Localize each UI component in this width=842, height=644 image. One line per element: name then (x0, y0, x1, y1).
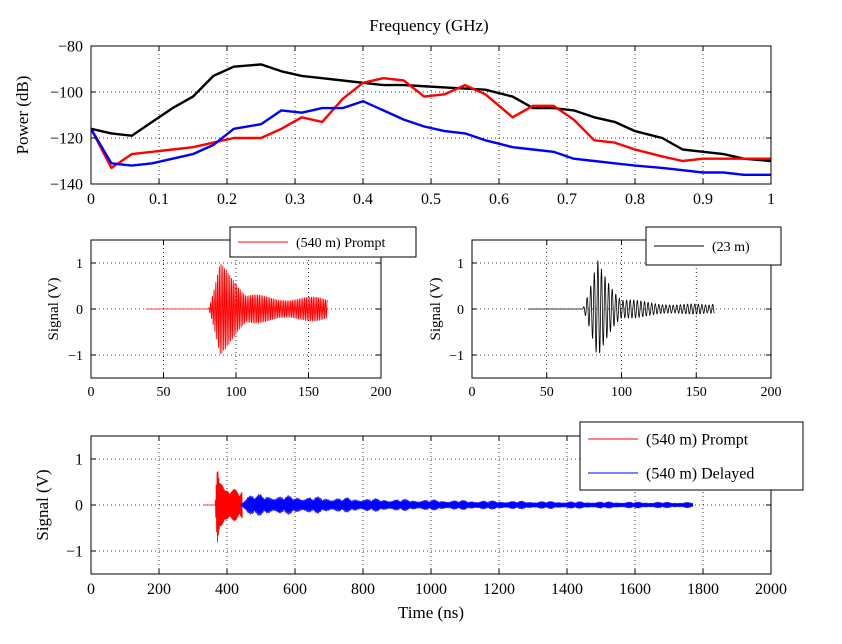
bottom-y-tick-label: 0 (75, 498, 83, 515)
bottom-x-axis-label: Time (ns) (398, 603, 464, 622)
bottom-x-tick-label: 400 (215, 581, 239, 598)
mid-right-series-line-0 (528, 260, 715, 354)
mid-right-y-axis-label: Signal (V) (428, 278, 444, 341)
top-y-axis-label: Power (dB) (13, 76, 32, 155)
mid-left-y-axis-label: Signal (V) (46, 278, 62, 341)
top-panel: 0 0.1 0.2 0.3 0.4 0.5 0.6 0.7 0.8 0.9 1 −140 −120 −10… (50, 39, 775, 208)
mid-right-legend: (23 m) (645, 226, 782, 266)
mid-left-panel: 0 50 100 150 200 −1 0 1 (540 m) Prompt (68, 226, 417, 400)
top-y-tick-label: −120 (50, 131, 83, 148)
bottom-series-line-0 (202, 471, 243, 543)
mid-right-x-tick-label: 200 (761, 385, 782, 400)
bottom-x-tick-label: 0 (87, 581, 95, 598)
mid-left-y-tick-label: −1 (68, 349, 83, 364)
mid-left-x-tick-label: 0 (88, 385, 95, 400)
bottom-x-tick-label: 1000 (415, 581, 447, 598)
bottom-y-axis-label: Signal (V) (33, 469, 52, 540)
bottom-y-tick-label: 1 (75, 452, 83, 469)
top-series-line-0 (91, 63, 771, 163)
mid-left-legend: (540 m) Prompt (229, 226, 417, 258)
top-x-tick-label: 0.1 (149, 191, 169, 208)
bottom-series-line-1 (240, 494, 694, 516)
mid-right-x-tick-label: 100 (611, 385, 632, 400)
top-series-line-1 (91, 77, 771, 170)
bottom-panel: 0 200 400 600 800 1000 1200 1400 1600 1800 2000 −1 0… (66, 421, 804, 598)
mid-right-y-tick-label: 1 (457, 257, 464, 272)
mid-left-x-tick-label: 200 (371, 385, 392, 400)
top-x-tick-label: 0.3 (285, 191, 305, 208)
top-y-tick-label: −100 (50, 85, 83, 102)
mid-right-panel: 0 50 100 150 200 −1 0 1 (23 m) (449, 226, 782, 400)
top-x-tick-label: 0.6 (489, 191, 509, 208)
mid-left-x-tick-label: 150 (298, 385, 319, 400)
bottom-legend-label: (540 m) Delayed (646, 466, 754, 483)
mid-right-y-tick-label: 0 (457, 303, 464, 318)
top-x-tick-label: 0.2 (217, 191, 237, 208)
mid-right-x-tick-label: 0 (469, 385, 476, 400)
top-x-tick-label: 0.5 (421, 191, 441, 208)
top-x-tick-label: 0.9 (693, 191, 713, 208)
bottom-x-tick-label: 600 (283, 581, 307, 598)
top-x-tick-label: 0.7 (557, 191, 577, 208)
mid-left-legend-label: (540 m) Prompt (296, 236, 386, 251)
bottom-legend-box (579, 421, 804, 491)
bottom-x-tick-label: 1800 (687, 581, 719, 598)
mid-left-y-tick-label: 0 (76, 303, 83, 318)
mid-left-y-tick-label: 1 (76, 257, 83, 272)
top-x-tick-label: 0.8 (625, 191, 645, 208)
bottom-y-tick-label: −1 (66, 544, 83, 561)
mid-left-x-tick-label: 100 (226, 385, 247, 400)
bottom-legend: (540 m) Prompt (540 m) Delayed (579, 421, 804, 491)
mid-right-legend-label: (23 m) (712, 240, 750, 255)
mid-left-x-tick-label: 50 (157, 385, 171, 400)
bottom-x-tick-label: 1600 (619, 581, 651, 598)
bottom-legend-label: (540 m) Prompt (646, 432, 749, 449)
top-x-tick-label: 0 (87, 191, 95, 208)
bottom-x-tick-label: 1200 (483, 581, 515, 598)
mid-right-x-tick-label: 50 (540, 385, 554, 400)
bottom-x-tick-label: 1400 (551, 581, 583, 598)
bottom-x-tick-label: 2000 (755, 581, 787, 598)
top-y-tick-label: −80 (58, 39, 83, 56)
mid-right-y-tick-label: −1 (449, 349, 464, 364)
bottom-x-tick-label: 800 (351, 581, 375, 598)
top-x-axis-label: Frequency (GHz) (369, 16, 488, 35)
bottom-x-tick-label: 200 (147, 581, 171, 598)
top-series-line-2 (91, 100, 771, 176)
top-x-tick-label: 1 (767, 191, 775, 208)
top-x-tick-label: 0.4 (353, 191, 373, 208)
top-y-tick-label: −140 (50, 177, 83, 194)
mid-right-x-tick-label: 150 (686, 385, 707, 400)
mid-left-series-line-0 (145, 264, 328, 355)
